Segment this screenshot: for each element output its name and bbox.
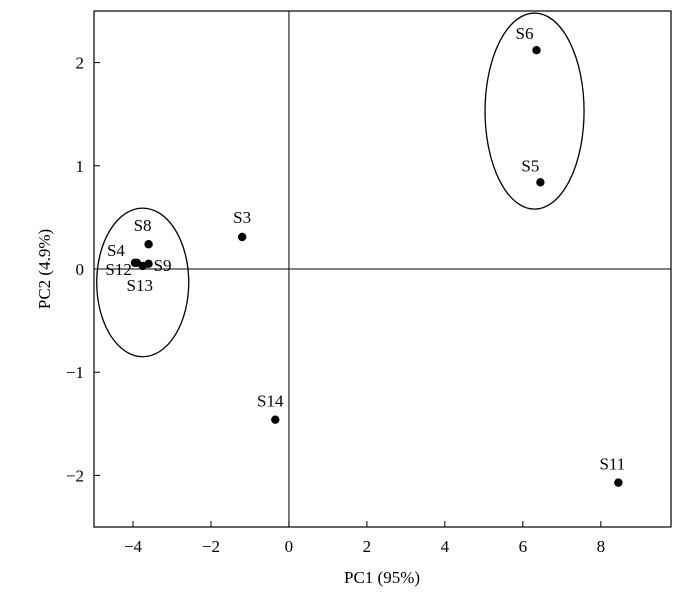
data-point-s3	[237, 232, 247, 242]
cluster-ellipse	[96, 207, 190, 358]
x-tick-label: 0	[285, 537, 294, 556]
y-tick-label: 2	[76, 54, 85, 73]
y-tick-label: −2	[66, 466, 84, 485]
y-axis-ticks: −2 −1 0 1 2	[66, 54, 100, 485]
cluster-ellipse	[484, 12, 585, 210]
point-label-s9: S9	[154, 256, 172, 275]
x-tick-label: 4	[441, 537, 450, 556]
x-tick-label: −2	[202, 537, 220, 556]
point-label-s11: S11	[599, 455, 625, 474]
point-label-s3: S3	[233, 208, 251, 227]
point-label-s6: S6	[516, 24, 534, 43]
x-axis-ticks: −4 −2 0 2 4 6 8	[124, 521, 605, 556]
point-label-s4: S4	[107, 241, 125, 260]
y-tick-label: −1	[66, 363, 84, 382]
data-point-s14	[271, 415, 280, 424]
data-point-s11	[614, 478, 623, 487]
point-label-s5: S5	[521, 156, 539, 175]
data-point-s13	[138, 261, 147, 271]
cluster-ellipses	[96, 12, 585, 358]
point-label-s13: S13	[126, 276, 152, 295]
data-point-s6	[532, 46, 541, 55]
x-axis-label: PC1 (95%)	[344, 568, 420, 587]
point-label-s8: S8	[134, 216, 152, 235]
data-point-s5	[536, 178, 545, 187]
y-tick-label: 0	[76, 260, 85, 279]
y-tick-label: 1	[76, 157, 85, 176]
y-axis-label: PC2 (4.9%)	[35, 229, 54, 309]
x-tick-label: 2	[363, 537, 372, 556]
x-tick-label: 8	[597, 537, 606, 556]
data-point-s8	[144, 240, 153, 249]
x-tick-label: 6	[519, 537, 528, 556]
x-tick-label: −4	[124, 537, 143, 556]
point-label-s14: S14	[257, 392, 284, 411]
point-label-s12: S12	[105, 260, 131, 279]
